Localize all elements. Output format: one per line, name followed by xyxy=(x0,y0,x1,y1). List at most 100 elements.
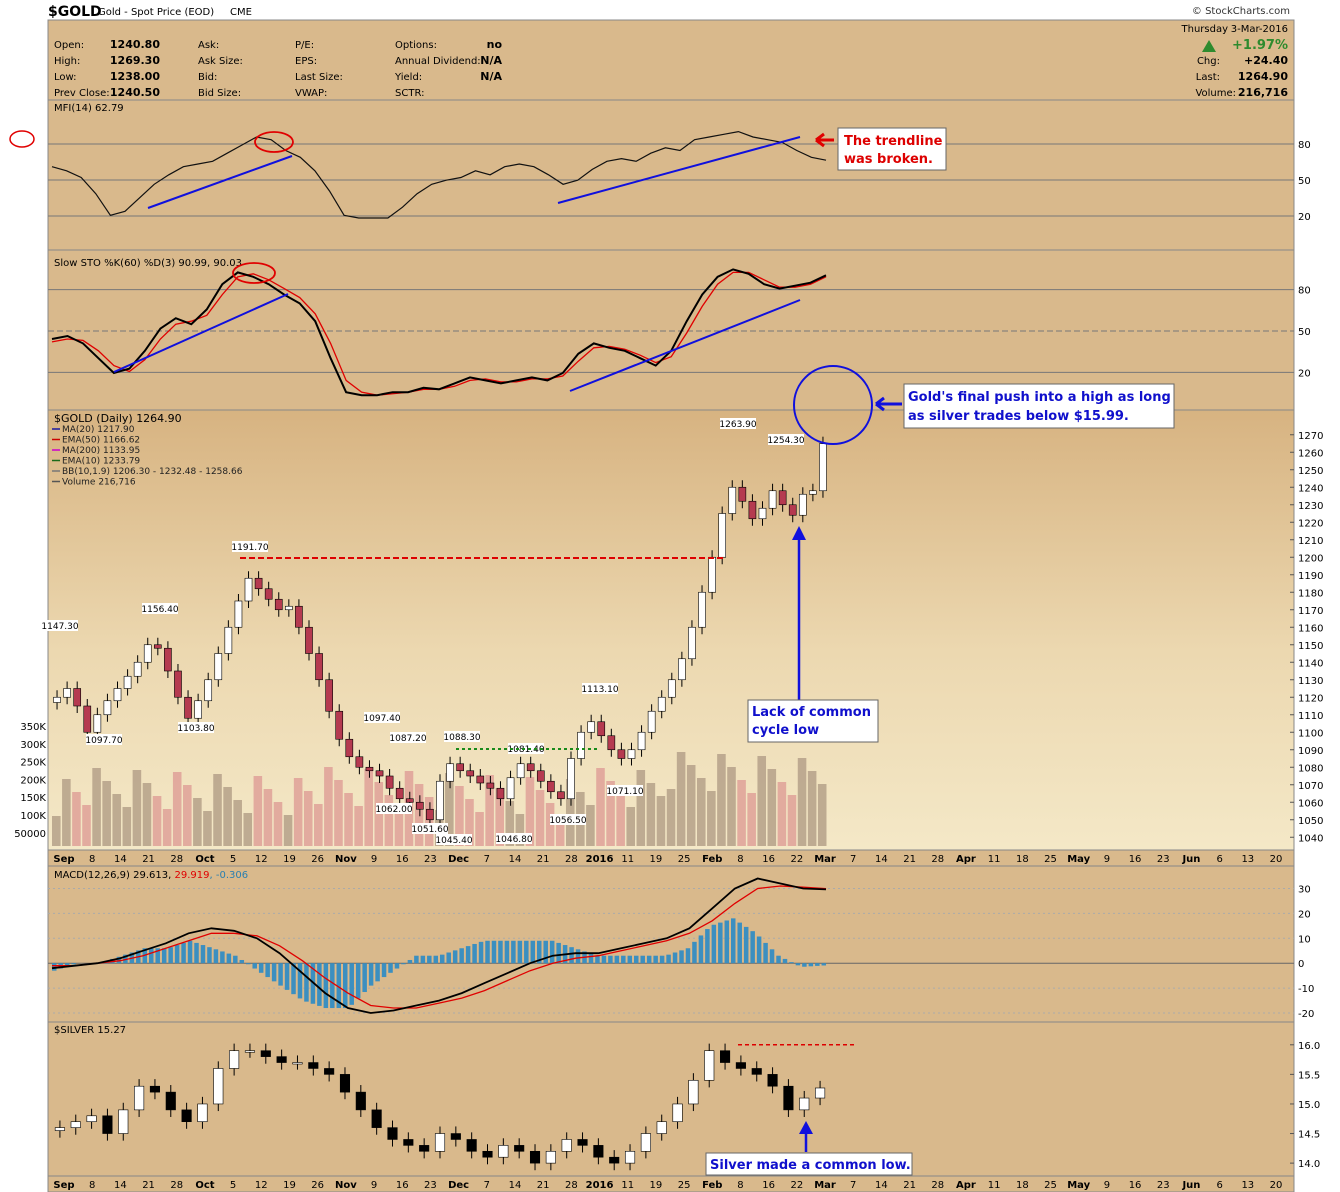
candle-body xyxy=(123,675,132,689)
macd-hist-bar xyxy=(71,963,76,965)
macd-hist-bar xyxy=(349,963,354,1005)
date-tick: 9 xyxy=(1104,854,1110,865)
silver-candle xyxy=(403,1139,414,1146)
date-tick: 19 xyxy=(283,1180,296,1191)
legend-item: EMA(50) 1166.62 xyxy=(62,436,140,446)
price-point-label: 1045.40 xyxy=(435,836,472,846)
silver-candle xyxy=(197,1103,208,1123)
date-tick: 20 xyxy=(1270,1180,1283,1191)
volume-bar xyxy=(303,791,313,846)
date-tick: 21 xyxy=(142,854,155,865)
date-tick: 21 xyxy=(903,1180,916,1191)
date-tick: 25 xyxy=(1044,854,1057,865)
macd-hist-bar xyxy=(220,951,225,964)
macd-tick-label: -20 xyxy=(1298,1009,1314,1020)
candle-body xyxy=(718,513,727,558)
volume-bar xyxy=(72,792,81,846)
candle-body xyxy=(748,500,757,520)
volume-bar xyxy=(555,816,565,846)
quote-label: Bid Size: xyxy=(198,88,241,99)
volume-bar xyxy=(92,768,101,846)
volume-bar xyxy=(364,769,373,846)
silver-candle xyxy=(292,1062,303,1065)
symbol-title: $GOLD xyxy=(48,4,102,20)
price-point-label: 1051.60 xyxy=(411,825,448,835)
candle-body xyxy=(486,782,495,789)
price-tick-label: 1130 xyxy=(1298,676,1323,687)
lack-low-note-1: Lack of common xyxy=(752,705,871,720)
silver-candle xyxy=(720,1050,731,1063)
date-tick: 7 xyxy=(850,854,856,865)
axis-tick-label: 20 xyxy=(1298,368,1311,379)
candle-body xyxy=(678,658,686,681)
date-tick: Feb xyxy=(702,854,722,865)
quote-label: EPS: xyxy=(295,56,317,67)
pct-change: +1.97% xyxy=(1232,38,1288,53)
silver-candle xyxy=(751,1068,762,1075)
macd-hist-bar xyxy=(718,922,723,964)
mfi-panel[interactable] xyxy=(47,99,1295,251)
date-dow: Thursday xyxy=(1181,24,1229,35)
macd-hist-bar xyxy=(427,955,432,964)
silver-panel[interactable] xyxy=(47,1021,1295,1177)
silver-candle xyxy=(276,1056,287,1063)
candle-body xyxy=(214,653,223,681)
candle-body xyxy=(234,600,243,628)
volume-bar xyxy=(273,802,283,846)
macd-tick-label: 10 xyxy=(1298,934,1311,945)
macd-hist-bar xyxy=(465,946,471,964)
price-point-label: 1113.10 xyxy=(581,685,618,695)
quote-value: N/A xyxy=(480,54,502,67)
quote-label: Low: xyxy=(54,72,77,83)
date-tick: 23 xyxy=(424,854,437,865)
candle-body xyxy=(164,647,172,672)
macd-title: MACD(12,26,9) 29.613, 29.919, -0.306 xyxy=(54,870,248,881)
macd-panel[interactable] xyxy=(47,865,1295,1023)
date-tick: 16 xyxy=(396,1180,409,1191)
credit-label[interactable]: © StockCharts.com xyxy=(1192,6,1290,17)
volume-bar xyxy=(62,779,71,846)
macd-tick-label: 0 xyxy=(1298,959,1304,970)
date-tick: 28 xyxy=(170,1180,183,1191)
volume-value: 216,716 xyxy=(1238,86,1288,99)
price-label-bg xyxy=(607,785,643,796)
candle-body xyxy=(254,577,263,590)
price-tick-label: 1150 xyxy=(1298,641,1323,652)
candle-body xyxy=(416,801,424,810)
date-tick: Dec xyxy=(448,854,469,865)
date-tick: 8 xyxy=(89,1180,95,1191)
macd-hist-bar xyxy=(724,920,730,964)
macd-hist-bar xyxy=(743,926,749,964)
macd-hist-bar xyxy=(789,962,794,964)
macd-hist-bar xyxy=(595,955,600,964)
price-tick-label: 1200 xyxy=(1298,553,1323,564)
candle-body xyxy=(557,791,565,800)
silver-tick-label: 16.0 xyxy=(1298,1041,1320,1052)
volume-bar xyxy=(586,805,595,846)
macd-hist-bar xyxy=(802,963,807,967)
candle-body xyxy=(153,644,162,649)
price-tick-label: 1230 xyxy=(1298,501,1323,512)
volume-bar xyxy=(666,789,676,846)
macd-hist-bar xyxy=(381,963,387,978)
price-label-bg xyxy=(178,722,214,733)
date-tick: 21 xyxy=(142,1180,155,1191)
date-tick: 18 xyxy=(1016,854,1029,865)
blue-arrow-up-icon-2 xyxy=(799,1121,813,1134)
up-triangle-icon xyxy=(1202,40,1216,52)
price-label-bg xyxy=(232,541,268,552)
price-tick-label: 1190 xyxy=(1298,571,1323,582)
volume-bar xyxy=(656,796,666,846)
volume-bar xyxy=(384,795,394,846)
sto-panel[interactable] xyxy=(47,249,1295,411)
quote-label: SCTR: xyxy=(395,88,424,99)
price-title: $GOLD (Daily) 1264.90 xyxy=(54,412,182,425)
date-tick: 11 xyxy=(988,1180,1001,1191)
volume-bar xyxy=(686,765,696,846)
candle-body xyxy=(93,714,102,733)
date-tick: 14 xyxy=(875,854,888,865)
price-point-label: 1263.90 xyxy=(719,420,756,430)
volume-bar xyxy=(505,801,515,846)
date-tick: 11 xyxy=(621,854,634,865)
